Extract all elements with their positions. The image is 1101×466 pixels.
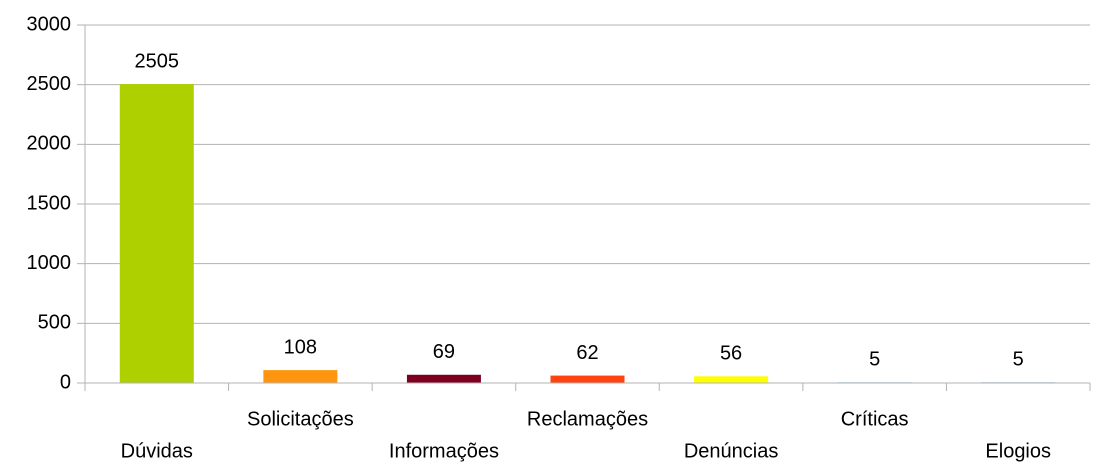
value-label: 5 [869, 349, 880, 371]
x-tick-label: Críticas [841, 408, 909, 430]
x-tick-label: Solicitações [247, 408, 354, 430]
y-tick-label: 2000 [27, 133, 72, 155]
y-tick-label: 1000 [27, 252, 72, 274]
y-tick-label: 1500 [27, 192, 72, 214]
x-tick-label: Informações [389, 440, 499, 462]
value-label: 108 [284, 336, 317, 358]
value-label: 2505 [135, 50, 180, 72]
x-tick-label: Dúvidas [121, 440, 193, 462]
value-label: 69 [433, 341, 455, 363]
value-label: 5 [1013, 349, 1024, 371]
y-tick-label: 0 [60, 371, 71, 393]
y-tick-label: 500 [38, 312, 71, 334]
value-label: 62 [576, 342, 598, 364]
y-tick-label: 3000 [27, 13, 72, 35]
value-label: 56 [720, 343, 742, 365]
bar [550, 375, 625, 383]
bar [263, 370, 338, 383]
bar [406, 374, 481, 383]
bar [694, 376, 769, 383]
x-tick-label: Reclamações [527, 408, 648, 430]
x-tick-label: Elogios [985, 440, 1051, 462]
bar [119, 84, 194, 383]
x-tick-label: Denúncias [684, 440, 779, 462]
y-tick-label: 2500 [27, 73, 72, 95]
